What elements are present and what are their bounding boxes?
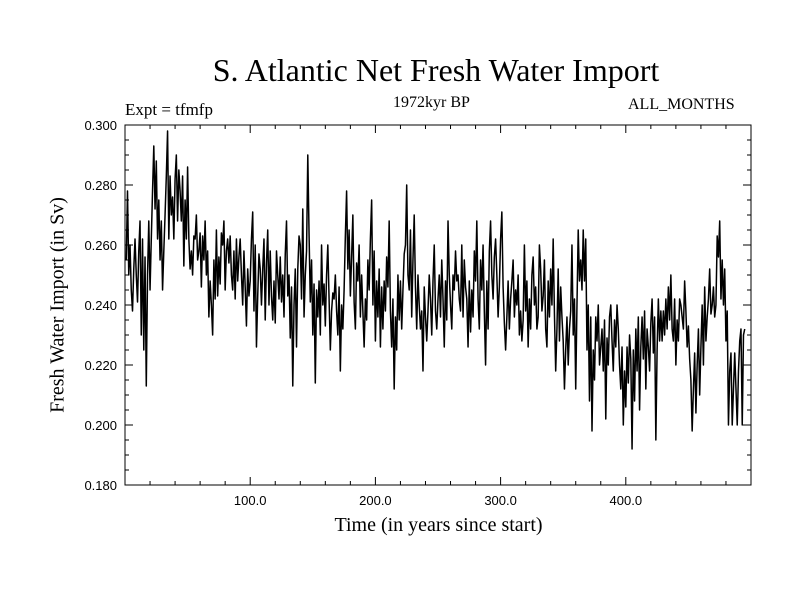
y-tick-label: 0.180 [84,478,117,493]
experiment-label: Expt = tfmfp [125,100,213,119]
y-tick-label: 0.240 [84,298,117,313]
chart-title: S. Atlantic Net Fresh Water Import [212,52,660,88]
y-tick-label: 0.260 [84,238,117,253]
x-tick-label: 200.0 [359,493,392,508]
season-label: ALL_MONTHS [628,96,735,113]
y-tick-label: 0.220 [84,358,117,373]
y-tick-label: 0.200 [84,418,117,433]
x-tick-label: 300.0 [484,493,517,508]
series-line [125,130,746,450]
y-tick-label: 0.280 [84,178,117,193]
x-tick-label: 100.0 [234,493,267,508]
x-tick-label: 400.0 [610,493,643,508]
y-tick-label: 0.300 [84,118,117,133]
chart-subtitle: 1972kyr BP [393,94,470,111]
x-axis-label: Time (in years since start) [334,514,543,536]
axis-tick-labels: 100.0 200.0 300.0 400.0 0.180 0.200 0.220 0.240… [84,118,642,508]
axis-ticks [125,124,751,486]
